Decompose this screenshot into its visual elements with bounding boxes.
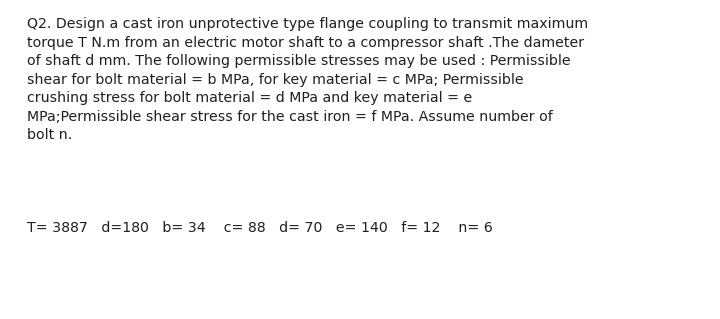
Text: of shaft d mm. The following permissible stresses may be used : Permissible: of shaft d mm. The following permissible… — [27, 54, 571, 68]
Text: Q2. Design a cast iron unprotective type flange coupling to transmit maximum: Q2. Design a cast iron unprotective type… — [27, 17, 588, 31]
Text: T= 3887   d=180   b= 34    c= 88   d= 70   e= 140   f= 12    n= 6: T= 3887 d=180 b= 34 c= 88 d= 70 e= 140 f… — [27, 221, 492, 235]
Text: crushing stress for bolt material = d MPa and key material = e: crushing stress for bolt material = d MP… — [27, 91, 472, 105]
Text: MPa;Permissible shear stress for the cast iron = f MPa. Assume number of: MPa;Permissible shear stress for the cas… — [27, 110, 553, 124]
Text: bolt n.: bolt n. — [27, 128, 72, 142]
Text: shear for bolt material = b MPa, for key material = c MPa; Permissible: shear for bolt material = b MPa, for key… — [27, 73, 523, 87]
Text: torque T N.m from an electric motor shaft to a compressor shaft .The dameter: torque T N.m from an electric motor shaf… — [27, 36, 584, 50]
